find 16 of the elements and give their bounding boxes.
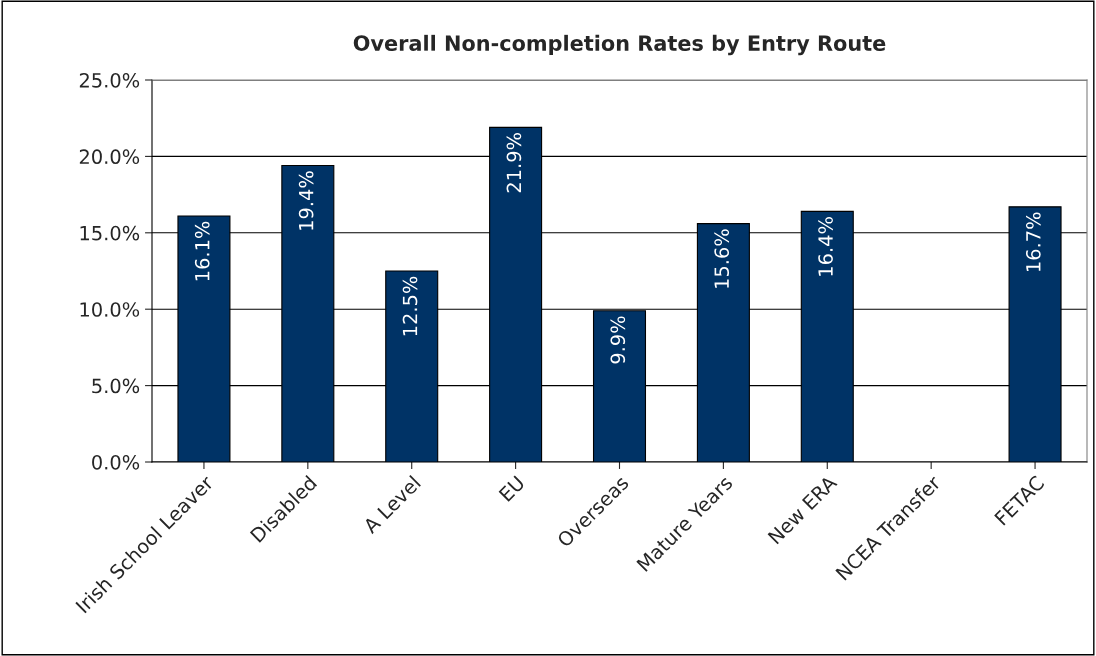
y-tick-label: 15.0% [80, 225, 140, 241]
data-label: 12.5% [402, 276, 418, 336]
y-tick-label: 5.0% [92, 378, 140, 394]
x-tick-label: EU [498, 475, 526, 502]
y-tick-label: 0.0% [92, 454, 140, 470]
y-tick-label: 10.0% [80, 302, 140, 317]
data-label: 15.6% [714, 229, 730, 288]
data-label: 19.4% [298, 171, 314, 230]
data-label: 16.4% [818, 217, 833, 276]
data-label: 16.1% [194, 221, 210, 281]
y-tick-label: 25.0% [79, 72, 140, 88]
chart-title: Overall Non-completion Rates by Entry Route [353, 34, 886, 56]
data-label: 16.7% [1025, 212, 1041, 272]
y-tick-label: 20.0% [79, 149, 140, 165]
data-label: 21.9% [506, 133, 522, 193]
data-label: 9.9% [610, 316, 626, 364]
